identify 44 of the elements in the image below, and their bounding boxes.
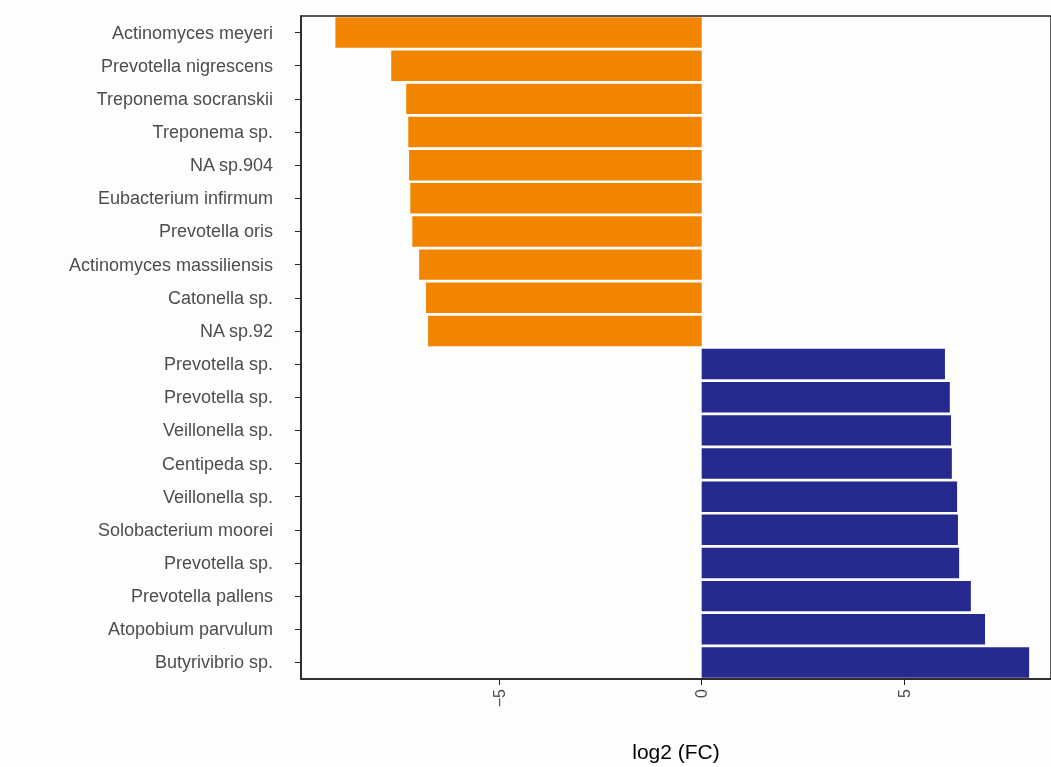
- bar: [419, 249, 702, 280]
- y-tick-label: Veillonella sp.: [162, 486, 273, 507]
- bar: [701, 547, 960, 579]
- bar: [701, 415, 952, 446]
- y-tick-label: Treponema sp.: [152, 122, 273, 143]
- y-tick-label: Actinomyces meyeri: [111, 22, 273, 43]
- y-tick-label: Prevotella sp.: [163, 354, 273, 375]
- y-tick-label: Prevotella nigrescens: [100, 55, 273, 76]
- bar: [426, 282, 702, 314]
- y-tick-label: Catonella sp.: [167, 287, 273, 308]
- bar: [701, 647, 1030, 678]
- y-tick-label: Prevotella sp.: [163, 387, 273, 408]
- y-tick-label: Prevotella pallens: [130, 586, 273, 607]
- bar: [428, 315, 702, 347]
- bar: [701, 381, 950, 413]
- x-tick-label: 0: [693, 688, 711, 698]
- y-tick-label: Actinomyces massiliensis: [68, 254, 273, 275]
- bar: [701, 614, 986, 645]
- bar: [701, 514, 958, 546]
- bar: [701, 348, 945, 380]
- y-tick-label: Atopobium parvulum: [107, 619, 273, 640]
- y-tick-label: Prevotella sp.: [163, 552, 273, 573]
- bar: [410, 183, 702, 214]
- bar: [391, 50, 702, 81]
- y-tick-label: NA sp.904: [189, 155, 273, 176]
- y-tick-label: Butyrivibrio sp.: [154, 652, 273, 673]
- bar: [412, 216, 702, 247]
- y-tick-label: Prevotella oris: [158, 221, 273, 242]
- y-tick-label: Eubacterium infirmum: [97, 188, 273, 209]
- bar: [701, 481, 958, 512]
- x-tick-label: 5: [895, 688, 913, 698]
- x-tick-label: −5: [490, 688, 508, 708]
- bar: [409, 149, 702, 181]
- y-tick-label: NA sp.92: [199, 320, 273, 341]
- y-tick-label: Centipeda sp.: [161, 453, 273, 474]
- x-axis-title: log2 (FC): [632, 740, 720, 763]
- bar: [701, 448, 952, 479]
- bar: [408, 116, 702, 148]
- y-tick-label: Veillonella sp.: [162, 420, 273, 441]
- y-tick-label: Solobacterium moorei: [97, 519, 273, 540]
- y-tick-label: Treponema socranskii: [96, 88, 273, 109]
- bar: [701, 580, 971, 612]
- bar: [335, 17, 702, 48]
- bar: [406, 83, 702, 115]
